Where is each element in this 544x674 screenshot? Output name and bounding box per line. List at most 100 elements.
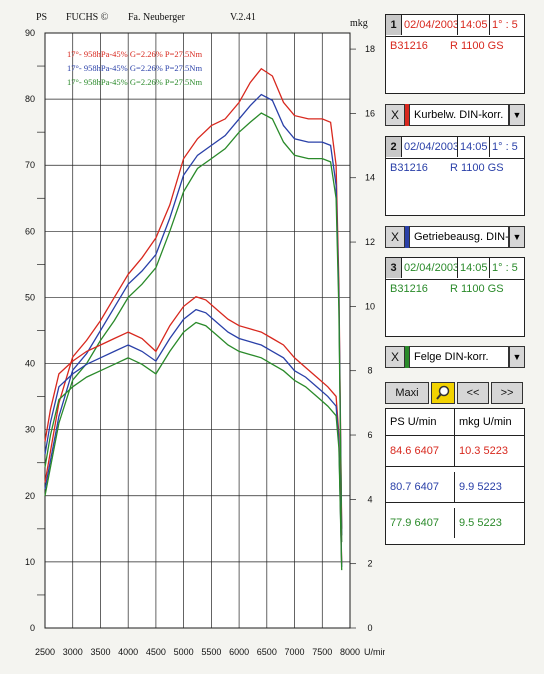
company-label: Fa. Neuberger — [128, 12, 186, 23]
x-tick-label: 3500 — [90, 647, 110, 657]
right-tick-label: 16 — [365, 108, 375, 118]
right-tick-label: 0 — [367, 623, 372, 633]
x-tick-label: 5500 — [201, 647, 221, 657]
dropdown-arrow-icon[interactable]: ▼ — [509, 104, 525, 126]
x-tick-label: 4500 — [146, 647, 166, 657]
remove-run-button[interactable]: X — [385, 104, 405, 126]
run-date: 02/04/2003 — [402, 15, 458, 35]
x-tick-label: 7000 — [285, 647, 305, 657]
right-tick-label: 2 — [367, 559, 372, 569]
run-vehicle-model: R 1100 GS — [449, 162, 504, 174]
results-row: 80.7 6407 9.9 5223 — [386, 472, 524, 503]
ps-axis-title: PS — [36, 12, 48, 23]
torque-curve — [44, 308, 343, 567]
run-color-bar — [405, 226, 409, 248]
remove-run-button[interactable]: X — [385, 346, 405, 368]
dyno-chart-area: PS FUCHS © Fa. Neuberger V.2.41 mkg 2500… — [25, 12, 385, 657]
run-date: 02/04/2003 — [402, 137, 458, 157]
power-curve — [44, 67, 343, 529]
run-time: 14:05 — [458, 137, 490, 157]
correction-select[interactable]: Felge DIN-korr. — [409, 346, 509, 368]
run-vehicle-model: R 1100 GS — [449, 40, 504, 52]
x-tick-label: 7500 — [312, 647, 332, 657]
run-header-row: 3 02/04/2003 14:05 1° : 5 — [386, 258, 524, 278]
run-number: 1 — [386, 15, 402, 35]
nav-toolbar: Maxi << >> — [385, 382, 525, 404]
correction-select[interactable]: Getriebeausg. DIN-ko — [409, 226, 509, 248]
results-header-torque: mkg U/min — [459, 416, 512, 428]
results-header-power: PS U/min — [386, 409, 455, 435]
left-tick-label: 0 — [30, 623, 35, 633]
right-tick-label: 10 — [365, 301, 375, 311]
results-power-cell: 84.6 6407 — [386, 436, 455, 466]
run-color-bar — [405, 346, 409, 368]
left-tick-label: 80 — [25, 94, 35, 104]
left-tick-label: 10 — [25, 557, 35, 567]
right-tick-label: 6 — [367, 430, 372, 440]
run-time: 14:05 — [458, 15, 490, 35]
run-header-row: 2 02/04/2003 14:05 1° : 5 — [386, 137, 524, 157]
results-power-cell: 80.7 6407 — [386, 472, 455, 502]
dyno-chart-svg: 2500 3000 3500 40 0 0 4500 5000 5500 6000 6500 7000… — [25, 28, 385, 657]
plot-background — [44, 32, 351, 629]
run-date: 02/04/2003 — [402, 258, 458, 278]
run-time: 14:05 — [458, 258, 490, 278]
version-label: V.2.41 — [230, 12, 256, 23]
left-tick-label: 50 — [25, 292, 35, 302]
run-vehicle-row: B31216 R 1100 GS — [386, 158, 524, 177]
x-tick-label: 8000 — [340, 647, 360, 657]
correction-row: X Kurbelw. DIN-korr. ▼ — [385, 104, 525, 128]
torque-curve — [44, 295, 343, 564]
power-curve — [44, 112, 343, 543]
dropdown-arrow-icon[interactable]: ▼ — [509, 226, 525, 248]
run-ratio: 1° : 5 — [492, 141, 518, 153]
magnifier-icon[interactable] — [431, 382, 455, 404]
results-torque-cell: 9.9 5223 — [459, 481, 502, 493]
left-tick-label: 30 — [25, 425, 35, 435]
legend-entry: 17°- 958hPa-45% G=2.26% P=27.5Nm — [67, 77, 202, 87]
torque-curve — [44, 321, 343, 571]
results-torque-cell: 9.5 5223 — [459, 517, 502, 529]
run-box[interactable]: 2 02/04/2003 14:05 1° : 5 B31216 R 1100 GS — [385, 136, 525, 216]
run-vehicle-id: B31216 — [390, 283, 428, 295]
right-tick-label: 8 — [367, 366, 372, 376]
left-tick-label: 40 — [25, 359, 35, 369]
left-tick-label: 60 — [25, 226, 35, 236]
run-box[interactable]: 1 02/04/2003 14:05 1° : 5 B31216 R 1100 GS — [385, 14, 525, 94]
previous-button[interactable]: << — [457, 382, 489, 404]
brand-label: FUCHS © — [66, 12, 109, 23]
x-tick-label: 6000 — [229, 647, 249, 657]
run-box[interactable]: 3 02/04/2003 14:05 1° : 5 B31216 R 1100 GS — [385, 257, 525, 337]
run-header-row: 1 02/04/2003 14:05 1° : 5 — [386, 15, 524, 35]
mkg-axis-title: mkg — [350, 18, 368, 29]
run-vehicle-row: B31216 R 1100 GS — [386, 36, 524, 55]
x-tick-label: 2500 — [35, 647, 55, 657]
legend-entry: 17°- 958hPa-45% G=2.26% P=27.5Nm — [67, 49, 202, 59]
x-tick-label: 5000 — [174, 647, 194, 657]
right-tick-label: 4 — [367, 494, 372, 504]
results-table: PS U/min mkg U/min 84.6 6407 10.3 5223 80.7 … — [385, 408, 525, 545]
right-tick-label: 14 — [365, 173, 375, 183]
x-tick-label: 3000 — [63, 647, 83, 657]
run-number: 2 — [386, 137, 402, 157]
results-power-cell: 77.9 6407 — [386, 508, 455, 538]
run-vehicle-model: R 1100 GS — [449, 283, 504, 295]
results-header: PS U/min mkg U/min — [386, 409, 524, 436]
maxi-button[interactable]: Maxi — [385, 382, 429, 404]
next-button[interactable]: >> — [491, 382, 523, 404]
run-ratio: 1° : 5 — [492, 262, 518, 274]
left-tick-label: 90 — [25, 28, 35, 38]
results-torque-cell: 10.3 5223 — [459, 445, 508, 457]
legend-entry: 17°- 958hPa-45% G=2.26% P=27.5Nm — [67, 63, 202, 73]
correction-select[interactable]: Kurbelw. DIN-korr. — [409, 104, 509, 126]
x-unit-label: U/min — [364, 647, 385, 657]
left-tick-label: 20 — [25, 491, 35, 501]
right-tick-label: 18 — [365, 44, 375, 54]
power-curve — [44, 93, 343, 536]
right-tick-label: 12 — [365, 237, 375, 247]
remove-run-button[interactable]: X — [385, 226, 405, 248]
dropdown-arrow-icon[interactable]: ▼ — [509, 346, 525, 368]
x-tick-label: 6500 — [257, 647, 277, 657]
run-color-bar — [405, 104, 409, 126]
